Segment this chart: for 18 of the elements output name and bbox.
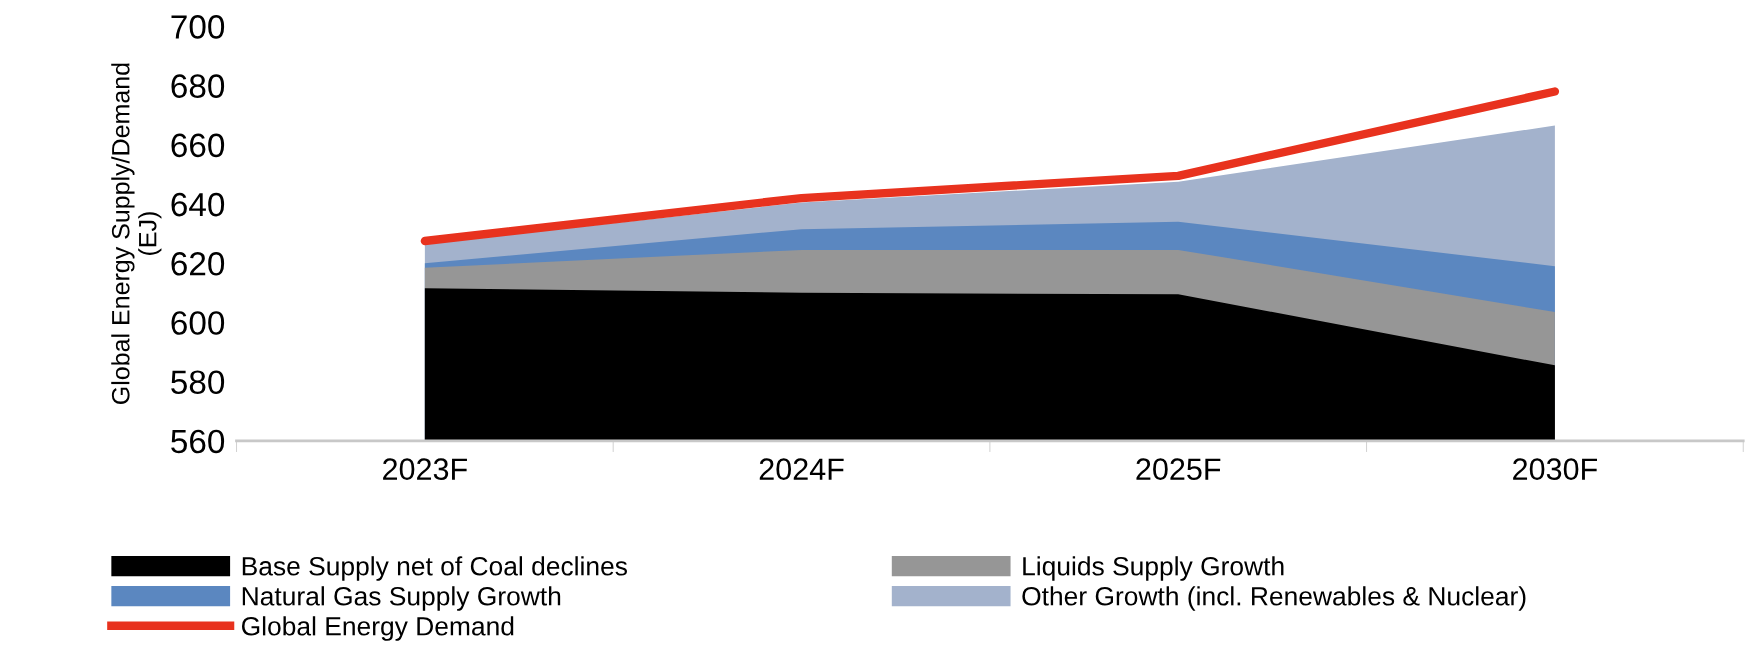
legend-label: Other Growth (incl. Renewables & Nuclear) — [1022, 586, 1526, 611]
y-tick-label: 640 — [171, 192, 225, 217]
legend-label: Global Energy Demand — [241, 616, 514, 641]
x-tick-label: 2030F — [1513, 458, 1597, 480]
y-tick-label: 660 — [171, 133, 225, 158]
x-tick-label: 2023F — [383, 458, 467, 480]
x-tick-label: 2024F — [759, 458, 844, 480]
legend-label: Liquids Supply Growth — [1023, 556, 1284, 581]
y-tick-label: 600 — [171, 311, 225, 335]
y-tick-label: 680 — [171, 74, 225, 98]
y-tick-label: 700 — [171, 15, 225, 39]
y-tick-label: 620 — [171, 252, 225, 276]
legend-label: Natural Gas Supply Growth — [242, 586, 561, 611]
y-tick-label: 580 — [171, 370, 225, 395]
x-tick-label: 2025F — [1136, 458, 1221, 480]
legend-label: Base Supply net of Coal declines — [242, 556, 627, 581]
y-axis-title: Global Energy Supply/Demand (EJ) — [111, 63, 162, 404]
y-tick-label: 560 — [171, 429, 225, 454]
